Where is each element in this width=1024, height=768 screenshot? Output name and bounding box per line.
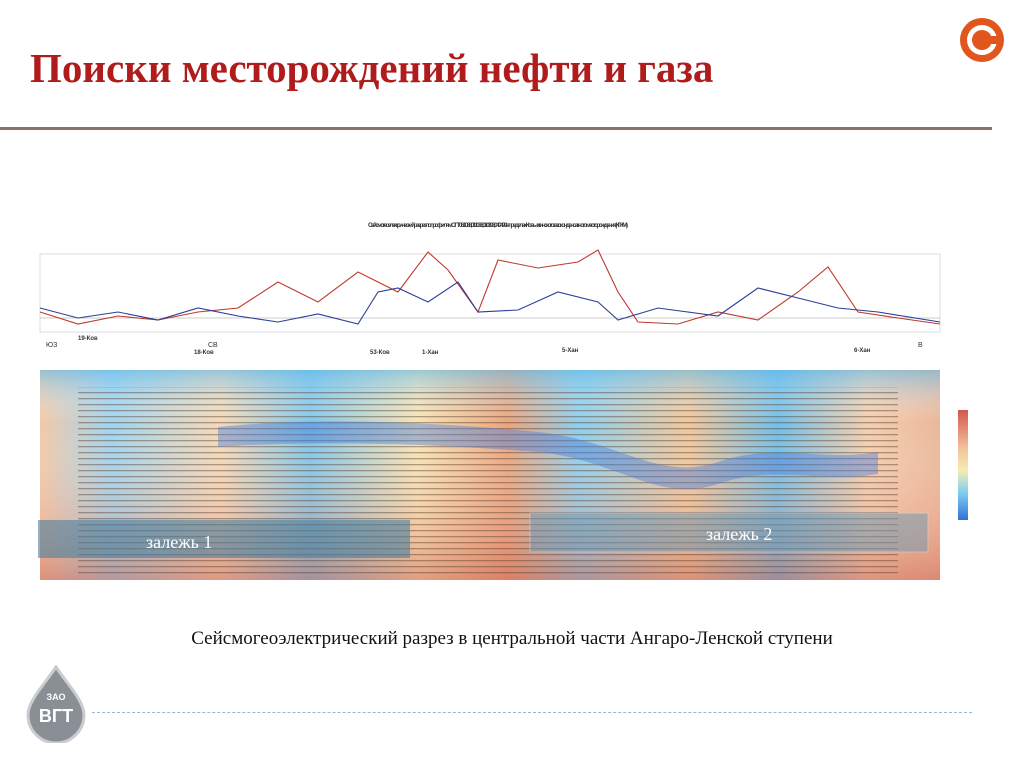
seismic-figure: Сейсмогеоэлектрический разрез по профиля… <box>18 212 1000 589</box>
figure-title: Сейсмогеоэлектрический разрез по профиля… <box>368 221 628 229</box>
logo-org: ЗАО <box>46 692 65 702</box>
figure-caption: Сейсмогеоэлектрический разрез в централь… <box>191 628 833 649</box>
corner-logo <box>960 18 1004 62</box>
slide-title: Поиски месторождений нефти и газа <box>30 45 714 91</box>
well: 19-Ков <box>78 336 98 342</box>
deposit-label: залежь 1 <box>146 532 212 552</box>
direction: СВ <box>208 342 218 349</box>
direction: В <box>918 342 923 349</box>
logo-name: ВГТ <box>39 706 73 726</box>
direction: ЮЗ <box>46 342 57 349</box>
deposit-label: залежь 2 <box>706 524 772 544</box>
well: 53-Ков <box>370 350 390 356</box>
well: 6-Хан <box>854 348 871 354</box>
well: 18-Ков <box>194 350 214 356</box>
title-rule <box>0 127 992 130</box>
vgt-logo: ЗАО ВГТ <box>26 665 86 743</box>
well: 5-Хан <box>562 348 579 354</box>
footer-rule <box>92 712 972 713</box>
well: 1-Хан <box>422 350 439 356</box>
